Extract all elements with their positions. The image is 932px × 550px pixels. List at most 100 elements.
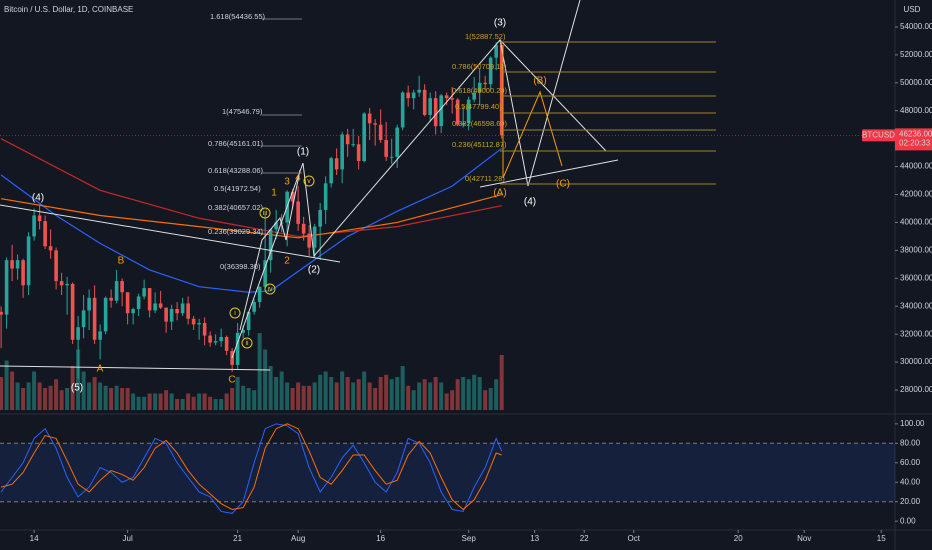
price-tag-countdown: 02:20:33 bbox=[899, 138, 931, 147]
x-tick-label: 14 bbox=[30, 534, 39, 543]
wave-circle bbox=[264, 283, 276, 295]
volume-bar bbox=[59, 390, 64, 410]
volume-bar bbox=[180, 399, 185, 410]
candle-body bbox=[92, 297, 97, 340]
candle-body bbox=[125, 292, 130, 314]
volume-bar bbox=[224, 393, 229, 410]
candle-body bbox=[483, 82, 487, 85]
volume-bar bbox=[213, 399, 218, 410]
fib-label: 0.786(45161.01) bbox=[208, 139, 264, 148]
annotations: 1.618(54436.55) 1(47546.79) 0.786(45161.… bbox=[32, 12, 570, 394]
candle-body bbox=[114, 281, 119, 301]
candle-body bbox=[268, 229, 273, 261]
fib-label: 0.5(41972.54) bbox=[214, 184, 261, 193]
volume-bar bbox=[444, 393, 449, 410]
candle-body bbox=[417, 89, 421, 93]
volume-bar bbox=[367, 382, 372, 410]
stoch-line bbox=[0, 423, 502, 511]
volume-bar bbox=[422, 379, 427, 410]
candle-body bbox=[362, 113, 366, 162]
fib-label: 0(42711.28) bbox=[465, 174, 505, 183]
wave-label: iv bbox=[267, 286, 273, 293]
wave-label: 4 bbox=[295, 173, 301, 184]
candle-body bbox=[406, 92, 410, 99]
volume-bar bbox=[169, 393, 174, 410]
candle-body bbox=[219, 336, 223, 342]
volume-bar bbox=[98, 382, 103, 410]
fib-label: 1.618(54436.55) bbox=[210, 12, 266, 21]
volume-bar bbox=[219, 399, 224, 410]
candle-body bbox=[169, 309, 174, 322]
candle-body bbox=[120, 281, 124, 293]
volume-bar bbox=[395, 377, 400, 410]
volume-bar bbox=[312, 382, 317, 410]
volume-bar bbox=[92, 377, 97, 410]
y-tick-label: 20.00 bbox=[900, 497, 921, 506]
wave-circle bbox=[303, 175, 315, 187]
volume-bar bbox=[345, 377, 350, 410]
candle-body bbox=[70, 283, 75, 340]
candle-body bbox=[98, 331, 102, 340]
wave-label: (4) bbox=[32, 193, 44, 204]
moving-average bbox=[0, 138, 502, 238]
wave-label: i bbox=[234, 310, 236, 317]
candle-body bbox=[0, 311, 3, 315]
candle-body bbox=[307, 233, 311, 248]
volume-bar bbox=[285, 382, 290, 410]
candle-body bbox=[422, 89, 427, 115]
x-tick-label: Aug bbox=[291, 534, 305, 543]
wave-label: C bbox=[228, 375, 235, 386]
candle-body bbox=[142, 288, 146, 297]
wave-label: (1) bbox=[297, 147, 309, 158]
wave-label: (C) bbox=[556, 179, 570, 190]
candle-body bbox=[48, 246, 53, 251]
volume-bar bbox=[70, 366, 75, 410]
volume-bar bbox=[136, 396, 141, 410]
y-tick-label: 60.00 bbox=[900, 458, 921, 467]
volume-bar bbox=[433, 377, 438, 410]
candle-body bbox=[472, 92, 476, 100]
volume-bar bbox=[461, 377, 466, 410]
volume-bar bbox=[175, 399, 180, 410]
candle-body bbox=[76, 327, 80, 340]
volume-bar bbox=[334, 382, 339, 410]
y-tick-label: 54000.00 bbox=[900, 22, 932, 31]
x-tick-label: 13 bbox=[530, 534, 539, 543]
wave-label: 1 bbox=[271, 188, 277, 199]
candle-body bbox=[158, 303, 163, 308]
candle-body bbox=[494, 45, 498, 58]
drawings bbox=[0, 0, 716, 371]
candle-body bbox=[367, 113, 372, 124]
candle-body bbox=[257, 286, 262, 303]
fib-label: 1(52887.52) bbox=[465, 32, 506, 41]
candle-body bbox=[389, 156, 394, 158]
y-tick-label: 34000.00 bbox=[900, 301, 932, 310]
candle-body bbox=[147, 288, 152, 311]
wave-line bbox=[231, 0, 581, 359]
candle-body bbox=[4, 260, 9, 315]
volume-bar bbox=[246, 388, 251, 410]
candle-body bbox=[197, 323, 201, 325]
candle-body bbox=[334, 158, 339, 170]
volume-bar bbox=[439, 382, 444, 410]
candle-body bbox=[461, 123, 465, 125]
candle-body bbox=[477, 82, 482, 93]
price-tag-bg bbox=[895, 128, 932, 151]
x-tick-label: 22 bbox=[580, 534, 589, 543]
volume-bar bbox=[373, 388, 378, 410]
wave-label: A bbox=[97, 364, 104, 375]
y-tick-label: 32000.00 bbox=[900, 329, 932, 338]
candle-body bbox=[21, 260, 25, 286]
candle-body bbox=[37, 215, 42, 222]
candle-body bbox=[208, 335, 212, 343]
candle-body bbox=[428, 98, 432, 115]
x-tick-label: Sep bbox=[462, 534, 477, 543]
y-tick-label: 40.00 bbox=[900, 477, 921, 486]
wave-label: 3 bbox=[284, 177, 290, 188]
candle-body bbox=[329, 158, 333, 184]
candle-body bbox=[340, 134, 344, 170]
